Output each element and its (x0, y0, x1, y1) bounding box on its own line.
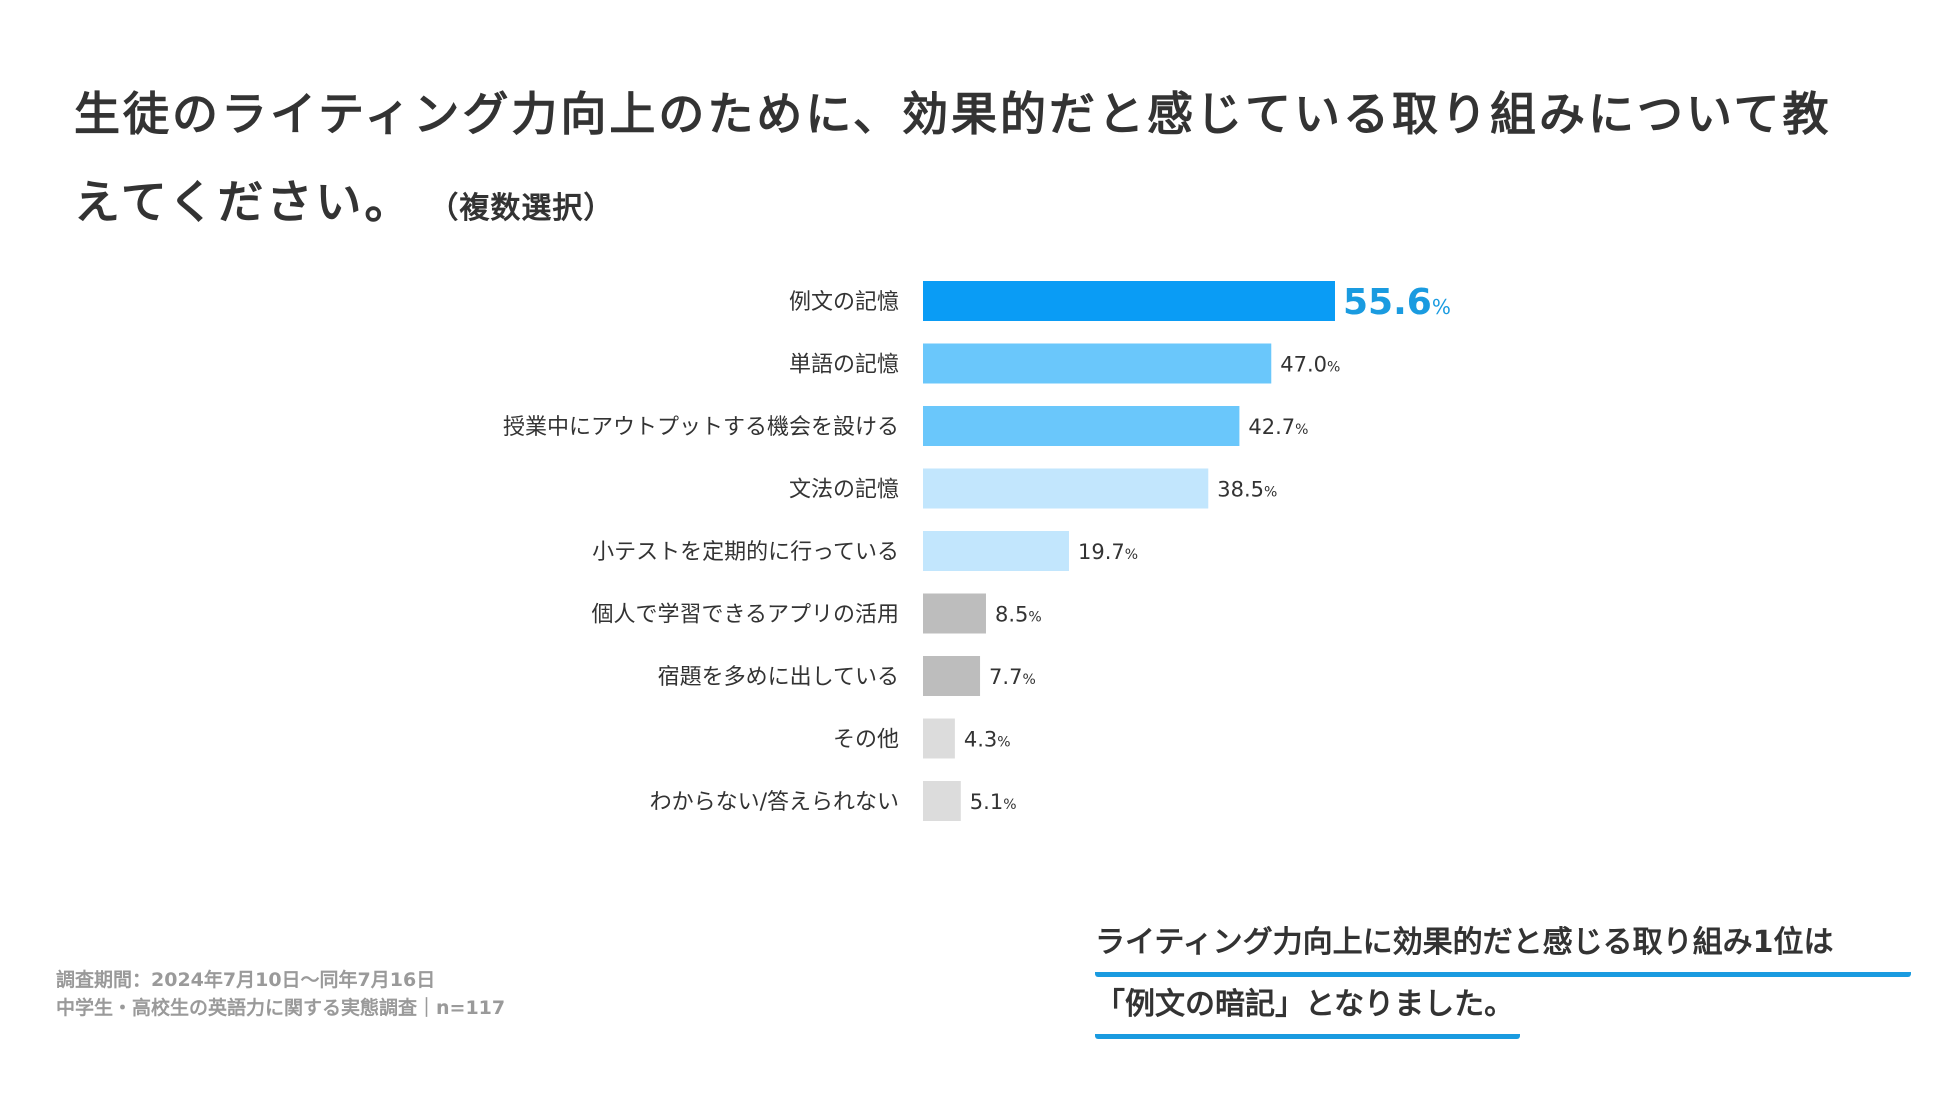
category-label: 宿題を多めに出している (658, 665, 899, 690)
category-label: わからない/答えられない (650, 790, 899, 815)
category-label: その他 (833, 728, 899, 753)
survey-period: 調査期間：2024年7月10日〜同年7月16日 (56, 969, 436, 991)
bar (923, 343, 1272, 384)
footnote: 調査期間：2024年7月10日〜同年7月16日 中学生・高校生の英語力に関する実… (56, 966, 505, 1022)
value-label: 47.0% (1280, 353, 1340, 377)
category-label: 授業中にアウトプットする機会を設ける (503, 415, 899, 440)
category-label: 個人で学習できるアプリの活用 (591, 603, 899, 628)
callout-line-1: ライティング力向上に効果的だと感じる取り組み1位は (1095, 915, 1911, 977)
value-label: 38.5% (1217, 478, 1277, 502)
bar (923, 781, 961, 821)
bar (923, 718, 955, 759)
category-label: 例文の記憶 (789, 290, 899, 315)
bar (923, 406, 1240, 446)
bar (923, 468, 1209, 509)
bar (923, 281, 1335, 321)
bar (923, 593, 986, 634)
bar (923, 656, 981, 696)
value-label: 5.1% (970, 790, 1017, 814)
bar-chart: 例文の記憶 55.6% 単語の記憶 47.0% 授業中にアウトプットする機会を設ける 42… (503, 281, 1451, 821)
value-label: 7.7% (989, 665, 1036, 689)
survey-info: 中学生・高校生の英語力に関する実態調査｜n=117 (56, 997, 506, 1019)
category-label: 文法の記憶 (789, 478, 899, 503)
chart-title: 生徒のライティング力向上のために、効果的だと感じている取り組みについて教えてくだ… (74, 70, 1874, 253)
value-label: 8.5% (995, 603, 1042, 627)
category-label: 小テストを定期的に行っている (592, 540, 899, 565)
title-main: 生徒のライティング力向上のために、効果的だと感じている取り組みについて教えてくだ… (74, 87, 1832, 229)
category-label: 単語の記憶 (789, 353, 899, 378)
conclusion-callout: ライティング力向上に効果的だと感じる取り組み1位は 「例文の暗記」となりました。 (1095, 915, 1915, 1039)
callout-line-2: 「例文の暗記」となりました。 (1095, 977, 1521, 1039)
value-label: 42.7% (1248, 415, 1308, 439)
bar (923, 531, 1069, 571)
value-label: 4.3% (964, 728, 1011, 752)
value-label: 55.6% (1343, 282, 1451, 323)
title-sub: （複数選択） (443, 191, 615, 226)
value-label: 19.7% (1078, 540, 1138, 564)
